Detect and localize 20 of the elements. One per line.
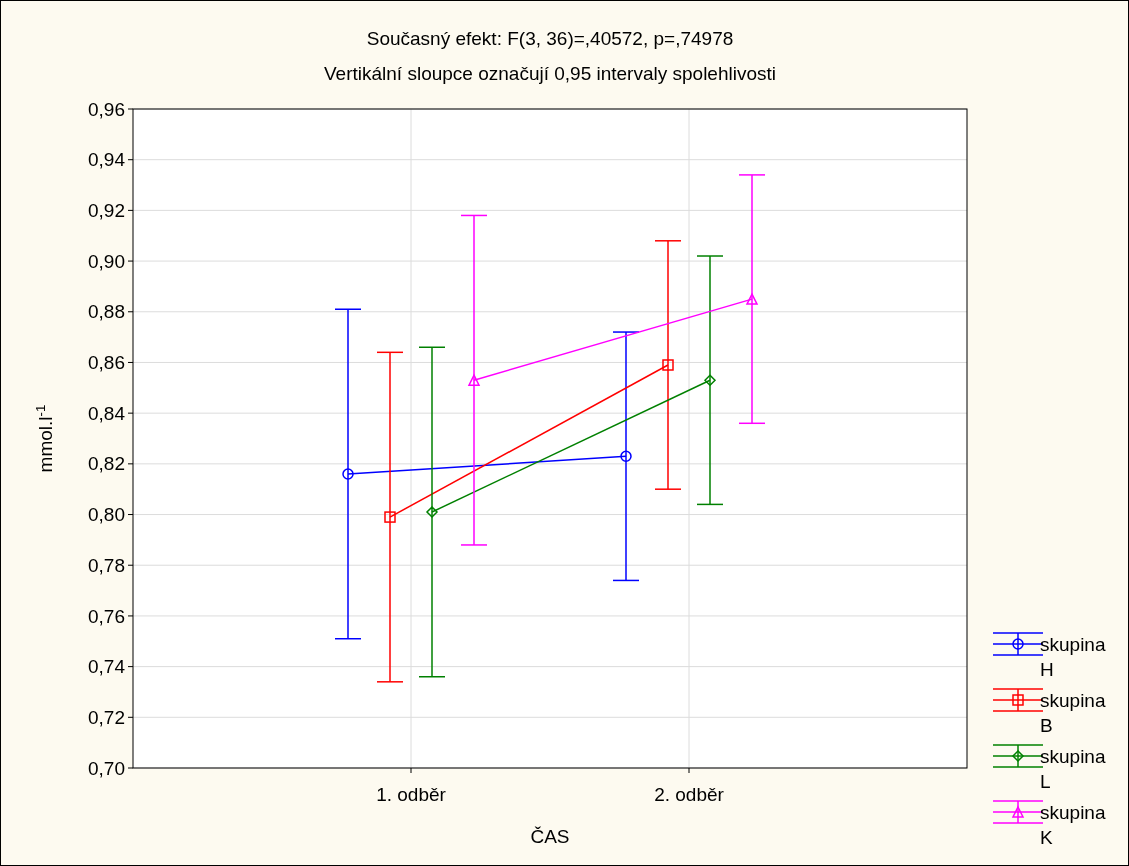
x-tick-label: 1. odběr [376, 784, 447, 805]
legend-label: skupina K [1040, 802, 1106, 848]
y-tick-label: 0,86 [88, 352, 125, 374]
y-tick-label: 0,76 [88, 605, 125, 627]
y-tick-label: 0,88 [88, 301, 125, 323]
y-tick-label: 0,78 [88, 554, 125, 576]
y-tick-label: 0,84 [88, 402, 126, 424]
y-tick-label: 0,92 [88, 200, 125, 222]
y-tick-label: 0,80 [88, 504, 125, 526]
y-tick-label: 0,72 [88, 706, 125, 728]
y-tick-label: 0,70 [88, 757, 125, 779]
y-tick-label: 0,82 [88, 453, 125, 475]
chart-subtitle: Vertikální sloupce označují 0,95 intervaly spolehlivosti [323, 63, 777, 84]
y-tick-label: 0,96 [88, 98, 125, 120]
y-tick-label: 0,74 [88, 656, 126, 678]
x-tick-label: 2. odběr [654, 784, 725, 805]
y-tick-label: 0,90 [88, 250, 125, 272]
y-tick-label: 0,94 [88, 149, 126, 171]
x-axis-title: ČAS [530, 826, 570, 847]
chart-title: Současný efekt: F(3, 36)=,40572, p=,74978 [366, 28, 734, 49]
